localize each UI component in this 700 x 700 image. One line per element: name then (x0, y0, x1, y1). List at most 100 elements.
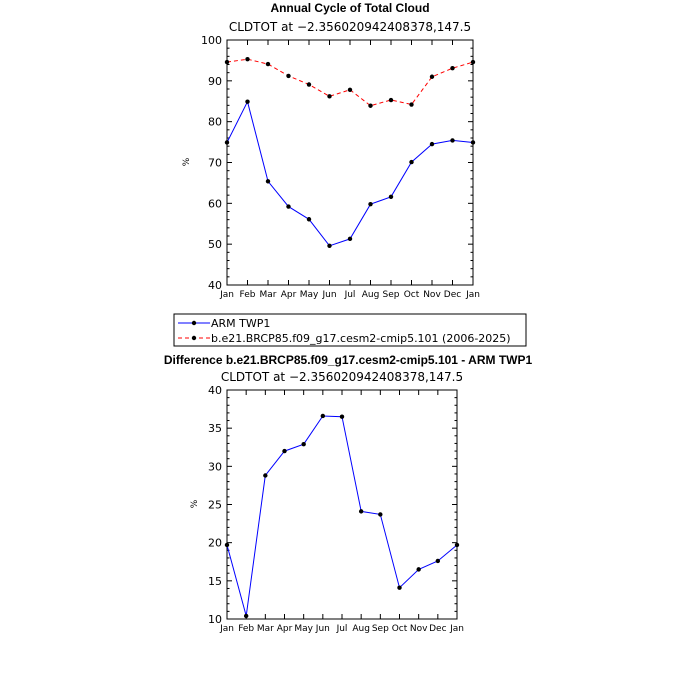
data-point (429, 141, 435, 147)
y-tick-label: 10 (208, 613, 222, 626)
data-point (301, 441, 306, 447)
x-tick-label: Oct (392, 624, 408, 634)
plot-subtitle: CLDTOT at −2.356020942408378,147.5 (221, 370, 463, 384)
x-tick-label: Nov (410, 624, 428, 634)
data-point (378, 512, 383, 517)
series-group (224, 413, 460, 619)
data-point (358, 509, 364, 514)
data-point (435, 558, 441, 564)
data-point (245, 99, 250, 104)
data-point (327, 94, 332, 99)
data-point (286, 73, 291, 79)
data-point (265, 61, 271, 67)
y-tick-label: 50 (208, 238, 222, 251)
y-tick-labels: 40 50 60 70 80 90 100 (201, 34, 222, 292)
difference-plot: Difference b.e21.BRCP85.f09_g17.cesm2-cm… (164, 353, 533, 634)
series-line-0 (226, 415, 458, 617)
annual-cycle-plot: Annual Cycle of Total Cloud CLDTOT at −2… (182, 1, 480, 300)
data-point (263, 473, 268, 478)
x-tick-label: Aug (352, 624, 370, 634)
x-tick-label: Feb (240, 290, 256, 300)
data-point (409, 159, 414, 165)
data-point (450, 138, 455, 143)
legend-marker-model (191, 335, 197, 341)
data-point (470, 140, 476, 145)
data-point (243, 613, 249, 619)
x-tick-label: Sep (372, 624, 389, 634)
x-tick-label: Jan (449, 624, 464, 634)
plot-subtitle: CLDTOT at −2.356020942408378,147.5 (229, 20, 471, 34)
x-tick-label: Jun (315, 624, 330, 634)
legend-box (173, 313, 527, 347)
data-point (306, 82, 312, 87)
x-tick-label: Sep (383, 290, 400, 300)
data-point (368, 201, 373, 207)
x-tick-label: Oct (404, 290, 420, 300)
tick-marks (226, 39, 474, 286)
y-tick-label: 60 (208, 197, 222, 210)
data-point (245, 56, 250, 62)
x-tick-label: Apr (277, 624, 293, 634)
series-line-0 (226, 100, 474, 247)
x-tick-label: Jul (336, 624, 348, 634)
x-tick-label: Jun (321, 290, 336, 300)
x-tick-label: Apr (281, 290, 297, 300)
data-point (397, 585, 402, 590)
data-point (347, 87, 353, 93)
y-tick-label: 25 (208, 499, 222, 512)
data-point (265, 179, 271, 184)
data-point (388, 194, 394, 199)
data-point (429, 74, 435, 79)
x-tick-labels: Jan Feb Mar Apr May Jun Jul Aug Sep Oct Nov Dec Jan (219, 624, 464, 634)
legend-label-model: b.e21.BRCP85.f09_g17.cesm2-cmip5.101 (20… (211, 332, 511, 345)
tick-marks (226, 389, 458, 620)
data-point (327, 243, 332, 248)
data-point (320, 413, 326, 419)
legend: ARM TWP1 b.e21.BRCP85.f09_g17.cesm2-cmip… (173, 313, 527, 347)
y-tick-label: 30 (208, 460, 222, 473)
data-point (286, 204, 291, 209)
y-tick-labels: 10 15 20 25 30 35 40 (208, 384, 222, 626)
plot-frame (226, 39, 474, 286)
data-point (388, 97, 394, 103)
data-point (450, 65, 455, 71)
plot-title: Difference b.e21.BRCP85.f09_g17.cesm2-cm… (164, 353, 533, 367)
y-tick-label: 90 (208, 75, 222, 88)
series-group (224, 56, 476, 248)
data-point (416, 567, 421, 572)
data-point (339, 414, 345, 419)
data-point (306, 217, 312, 222)
y-tick-label: 100 (201, 34, 222, 47)
x-tick-label: Mar (257, 624, 274, 634)
data-point (282, 448, 287, 454)
x-tick-label: Aug (362, 290, 380, 300)
data-point (224, 542, 230, 548)
legend-label-arm: ARM TWP1 (211, 317, 270, 330)
y-axis-label: % (190, 499, 200, 508)
y-tick-label: 35 (208, 422, 222, 435)
x-tick-label: Nov (423, 290, 441, 300)
x-tick-label: Jan (219, 624, 234, 634)
x-tick-label: Jan (219, 290, 234, 300)
data-point (470, 59, 476, 65)
data-point (454, 542, 460, 548)
data-point (347, 236, 353, 242)
data-point (224, 59, 230, 65)
y-tick-label: 15 (208, 575, 222, 588)
x-tick-label: May (300, 290, 319, 300)
x-tick-label: Jul (344, 290, 356, 300)
x-tick-label: Dec (429, 624, 446, 634)
y-tick-label: 80 (208, 116, 222, 129)
legend-marker-arm (191, 320, 197, 326)
x-tick-label: Feb (238, 624, 254, 634)
x-tick-label: Mar (260, 290, 277, 300)
x-tick-labels: Jan Feb Mar Apr May Jun Jul Aug Sep Oct Nov Dec Jan (219, 290, 480, 300)
x-tick-label: Dec (444, 290, 461, 300)
plot-title: Annual Cycle of Total Cloud (270, 1, 429, 15)
y-tick-label: 70 (208, 157, 222, 170)
data-point (409, 102, 414, 107)
data-point (224, 140, 230, 145)
series-line-1 (226, 58, 474, 107)
y-tick-label: 20 (208, 537, 222, 550)
